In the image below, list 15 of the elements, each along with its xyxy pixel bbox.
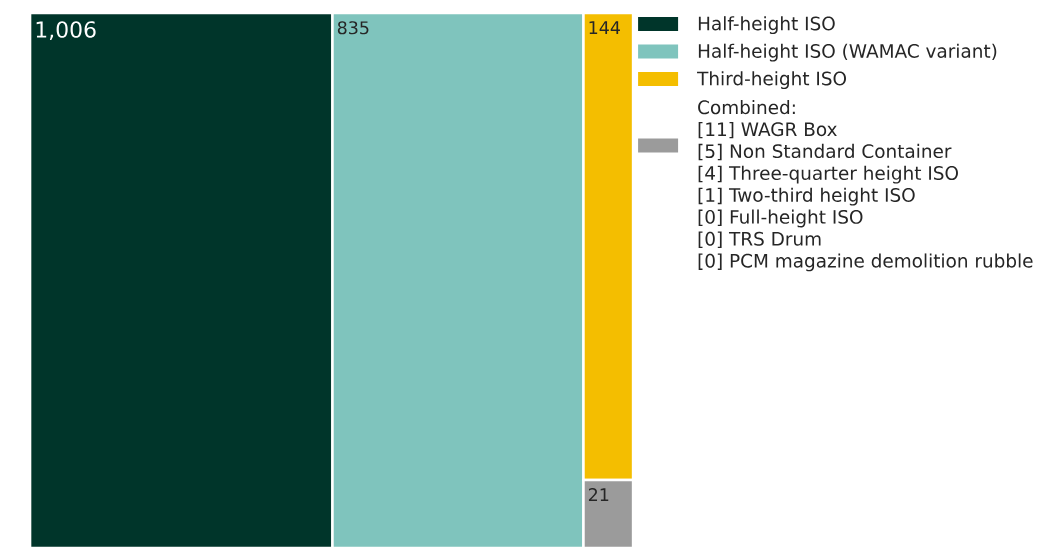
data-label: 144	[589, 21, 620, 34]
text: [11] WAGR Box	[698, 121, 837, 139]
text: [0] TRS Drum	[698, 231, 821, 248]
text: [5] Non Standard Container	[698, 143, 952, 161]
text: [1] Two-third height ISO	[698, 187, 915, 206]
text: [0] PCM magazine demolition rubble	[698, 253, 1033, 272]
text: [4] Three-quarter height ISO	[698, 165, 958, 184]
data-label: 835	[337, 21, 369, 35]
data-label: 21	[588, 487, 609, 501]
text: [0] Full-height ISO	[698, 209, 863, 228]
category-label: Half-height ISO (WAMAC variant)	[698, 43, 997, 62]
category-label: Third-height ISO	[697, 71, 846, 89]
data-label: 1,006	[36, 21, 96, 40]
text: Combined:	[698, 99, 795, 115]
category-label: Half-height ISO	[698, 16, 835, 34]
